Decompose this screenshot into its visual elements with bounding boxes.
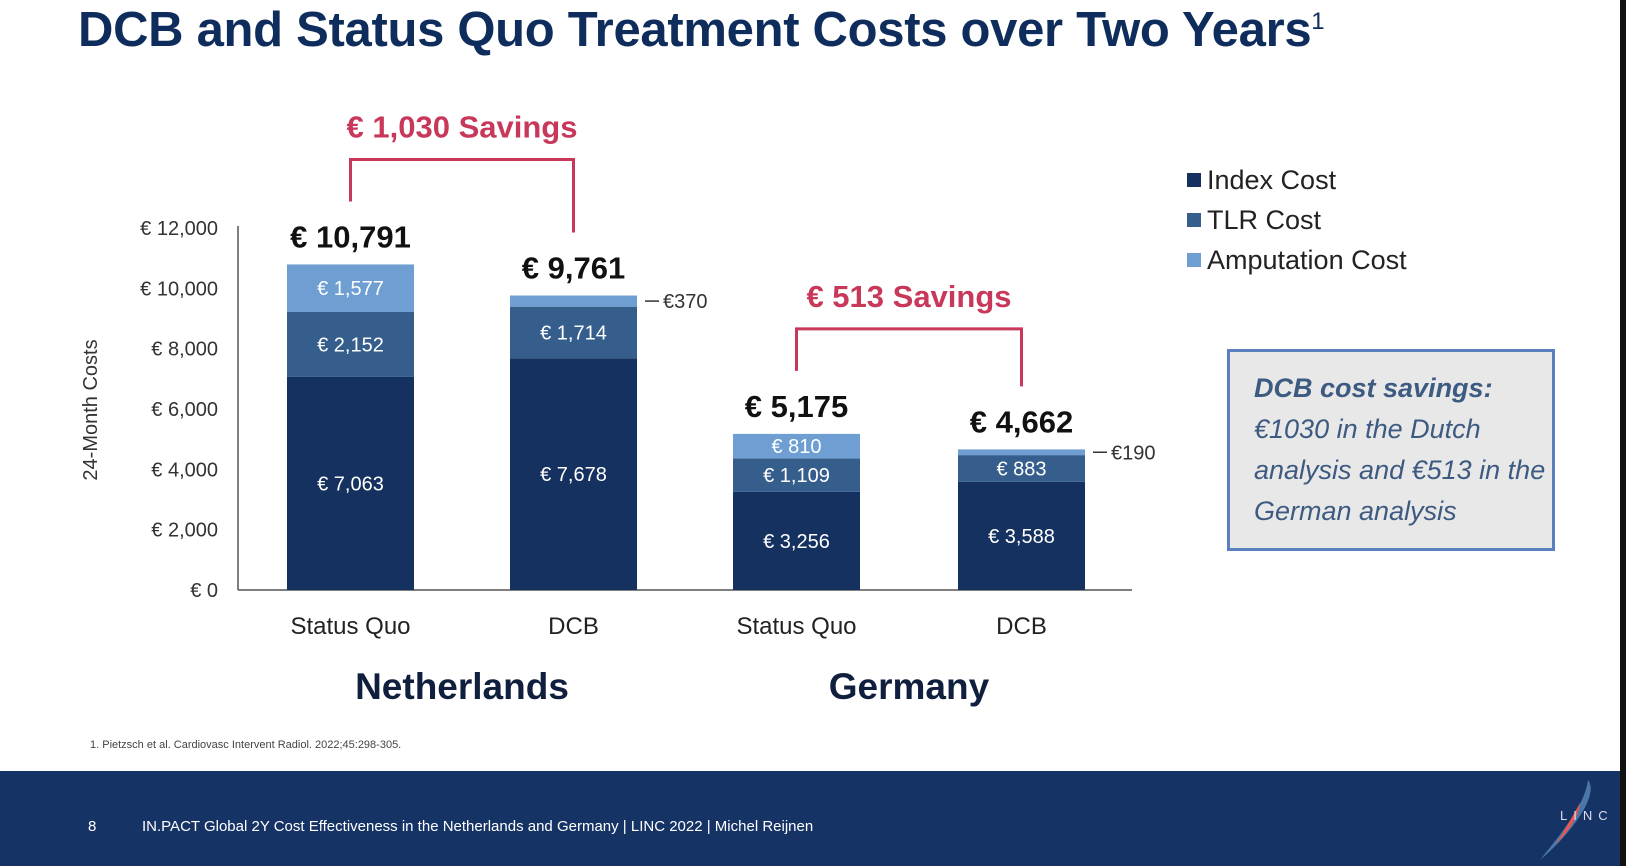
x-category-label: Status Quo [736, 613, 856, 640]
bar-data-label: €190 [1111, 442, 1156, 464]
savings-bracket [349, 157, 575, 233]
bar-segment-amputation-cost [510, 295, 637, 307]
bar-segment-tlr-cost [287, 312, 414, 377]
bar-segment-index-cost [733, 491, 860, 590]
legend-swatch-amputation [1187, 253, 1201, 267]
callout-body: €1030 in the Dutch analysis and €513 in … [1254, 414, 1546, 526]
bar-total-label: € 4,662 [970, 404, 1073, 439]
legend-item-index-cost: Index Cost [1187, 160, 1407, 200]
title-text: DCB and Status Quo Treatment Costs over … [78, 3, 1312, 57]
bar-data-label: €370 [663, 291, 708, 313]
legend-label: TLR Cost [1207, 204, 1322, 235]
bar-segment-index-cost [287, 376, 414, 590]
bar-segment-amputation-cost [958, 449, 1085, 456]
bar-data-label: € 1,714 [540, 323, 607, 345]
y-tick-label: € 6,000 [151, 399, 218, 421]
legend-label: Index Cost [1207, 164, 1337, 195]
legend-item-amputation-cost: Amputation Cost [1187, 240, 1407, 280]
bar-data-label: € 1,577 [317, 278, 384, 300]
callout-heading: DCB cost savings: [1254, 373, 1493, 403]
x-category-label: DCB [996, 613, 1047, 640]
legend-item-tlr-cost: TLR Cost [1187, 200, 1407, 240]
bar-segment-tlr-cost [958, 455, 1085, 482]
bar-total-label: € 10,791 [290, 219, 411, 254]
y-tick-label: € 10,000 [140, 278, 218, 300]
x-category-label: DCB [548, 613, 599, 640]
legend-swatch-tlr [1187, 213, 1201, 227]
slide-title: DCB and Status Quo Treatment Costs over … [78, 2, 1325, 58]
bar-data-label: € 7,063 [317, 473, 384, 495]
y-tick-label: € 4,000 [151, 459, 218, 481]
group-label: Germany [829, 666, 990, 707]
legend-label: Amputation Cost [1207, 244, 1407, 275]
linc-logo: LINC [1540, 780, 1610, 860]
savings-callout-box: DCB cost savings: €1030 in the Dutch ana… [1227, 349, 1555, 551]
bar-data-label: € 3,256 [763, 531, 830, 553]
bar-data-label: € 883 [996, 458, 1046, 480]
page-number: 8 [88, 818, 97, 835]
bar-data-label: € 3,588 [988, 526, 1055, 548]
bar-segment-index-cost [510, 358, 637, 590]
bar-total-label: € 9,761 [522, 251, 625, 286]
svg-text:LINC: LINC [1560, 808, 1610, 823]
y-tick-label: € 12,000 [140, 218, 218, 240]
bar-data-label: € 2,152 [317, 334, 384, 356]
bar-segment-tlr-cost [733, 458, 860, 492]
bar-segment-amputation-cost [287, 264, 414, 313]
footnote: 1. Pietzsch et al. Cardiovasc Intervent … [90, 739, 402, 751]
y-tick-label: € 0 [190, 580, 218, 602]
savings-label: € 1,030 Savings [347, 109, 578, 144]
group-label: Netherlands [355, 666, 569, 707]
savings-label: € 513 Savings [806, 279, 1011, 314]
savings-bracket [795, 327, 1023, 387]
bar-data-label: € 810 [771, 436, 821, 458]
y-axis-label: 24-Month Costs [80, 339, 102, 480]
window-edge [1620, 0, 1626, 866]
bar-segment-index-cost [958, 481, 1085, 590]
bar-data-label: € 7,678 [540, 464, 607, 486]
slide-footer: 8 IN.PACT Global 2Y Cost Effectiveness i… [0, 771, 1620, 866]
chart-legend: Index Cost TLR Cost Amputation Cost [1187, 160, 1407, 280]
x-category-label: Status Quo [290, 613, 410, 640]
title-footnote-ref: 1 [1311, 8, 1325, 35]
bar-total-label: € 5,175 [745, 389, 848, 424]
bar-segment-tlr-cost [510, 306, 637, 359]
bar-segment-amputation-cost [733, 433, 860, 459]
y-tick-label: € 8,000 [151, 339, 218, 361]
y-tick-label: € 2,000 [151, 520, 218, 542]
bar-data-label: € 1,109 [763, 465, 830, 487]
footer-text: IN.PACT Global 2Y Cost Effectiveness in … [142, 818, 814, 835]
legend-swatch-index [1187, 173, 1201, 187]
